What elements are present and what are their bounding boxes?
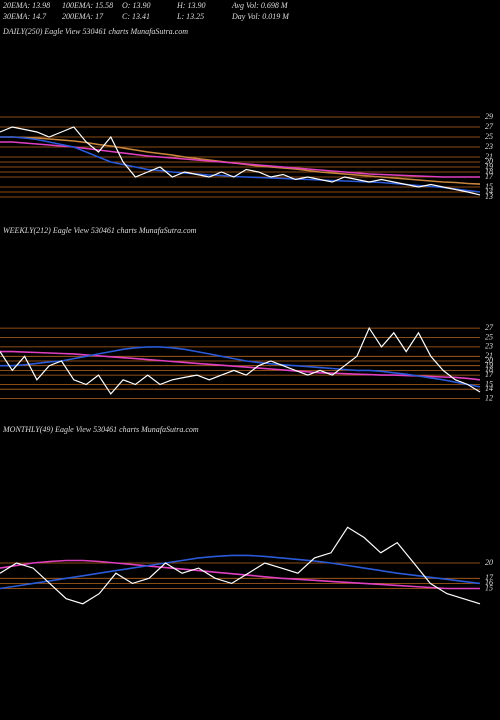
- y-tick-label: 18: [485, 167, 493, 176]
- y-tick-label: 17: [485, 370, 494, 379]
- y-tick-label: 25: [485, 332, 493, 341]
- header-stat: 100EMA: 15.58: [62, 1, 113, 10]
- y-tick-label: 20: [485, 157, 493, 166]
- header-stat: C: 13.41: [122, 12, 150, 21]
- y-tick-label: 12: [485, 393, 493, 402]
- y-tick-label: 21: [485, 351, 493, 360]
- price-line: [0, 346, 481, 388]
- y-tick-label: 17: [485, 573, 494, 582]
- panel-title: DAILY(250) Eagle View 530461 charts Muna…: [2, 27, 188, 36]
- y-tick-label: 14: [485, 384, 493, 393]
- price-line: [0, 136, 481, 193]
- header-stat: O: 13.90: [122, 1, 150, 10]
- y-tick-label: 20: [485, 356, 493, 365]
- y-tick-label: 23: [485, 142, 493, 151]
- price-line: [0, 554, 481, 590]
- header-stat: Avg Vol: 0.698 M: [231, 1, 289, 10]
- price-line: [0, 350, 481, 381]
- price-line: [0, 559, 480, 590]
- y-tick-label: 18: [485, 365, 493, 374]
- y-tick-label: 14: [485, 187, 493, 196]
- y-tick-label: 16: [485, 578, 493, 587]
- y-tick-label: 20: [485, 558, 493, 567]
- y-tick-label: 15: [485, 182, 493, 191]
- y-tick-label: 27: [485, 323, 494, 332]
- price-line: [0, 141, 480, 178]
- y-tick-label: 15: [485, 379, 493, 388]
- y-tick-label: 21: [485, 152, 493, 161]
- y-tick-label: 29: [485, 112, 493, 121]
- price-line: [0, 126, 481, 196]
- header-stat: 20EMA: 13.98: [3, 1, 50, 10]
- header-stat: H: 13.90: [176, 1, 205, 10]
- header-stat: L: 13.25: [176, 12, 204, 21]
- y-tick-label: 15: [485, 583, 493, 592]
- panel-title: WEEKLY(212) Eagle View 530461 charts Mun…: [3, 226, 197, 235]
- y-tick-label: 19: [485, 162, 493, 171]
- y-tick-label: 23: [485, 342, 493, 351]
- header-stat: 200EMA: 17: [62, 12, 104, 21]
- y-tick-label: 25: [485, 132, 493, 141]
- y-tick-label: 27: [485, 122, 494, 131]
- y-tick-label: 19: [485, 361, 493, 370]
- header-stat: Day Vol: 0.019 M: [231, 12, 290, 21]
- price-line: [0, 526, 481, 605]
- panel-title: MONTHLY(49) Eagle View 530461 charts Mun…: [2, 425, 199, 434]
- y-tick-label: 17: [485, 172, 494, 181]
- header-stat: 30EMA: 14.7: [2, 12, 47, 21]
- y-tick-label: 13: [485, 192, 493, 201]
- price-line: [0, 326, 481, 395]
